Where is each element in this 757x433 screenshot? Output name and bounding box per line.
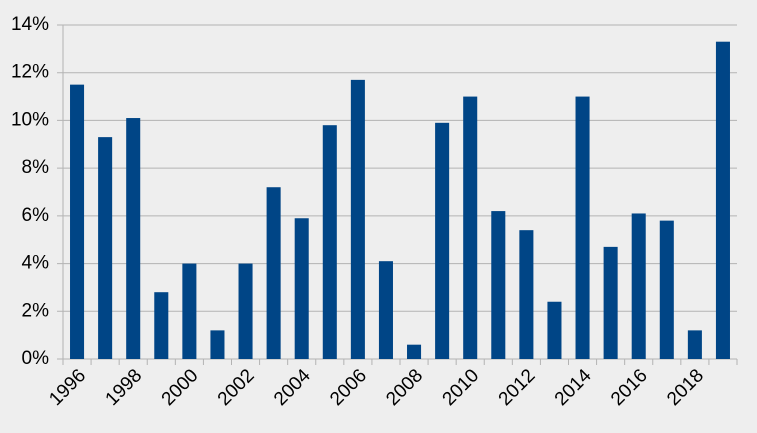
y-tick-label: 4% xyxy=(22,253,50,274)
bar xyxy=(435,122,450,359)
bar xyxy=(603,246,618,359)
bar xyxy=(519,230,534,359)
bar xyxy=(715,41,730,359)
bar xyxy=(238,263,253,359)
bar xyxy=(631,213,646,359)
y-tick-label: 2% xyxy=(22,300,50,321)
y-tick-label: 12% xyxy=(11,62,49,83)
bar xyxy=(70,84,85,360)
bar xyxy=(210,330,225,359)
bar xyxy=(687,330,702,359)
y-tick-label: 14% xyxy=(11,14,49,35)
bar xyxy=(463,96,478,360)
bar xyxy=(350,79,365,359)
bar xyxy=(491,211,506,359)
bar xyxy=(407,344,422,359)
bar xyxy=(659,220,674,359)
y-tick-label: 8% xyxy=(22,157,50,178)
bar xyxy=(98,137,113,359)
y-tick-label: 10% xyxy=(11,109,49,130)
bar xyxy=(154,292,169,359)
bar xyxy=(126,118,141,360)
bar xyxy=(182,263,197,359)
y-tick-label: 0% xyxy=(22,348,50,369)
bar xyxy=(294,218,309,359)
bar xyxy=(322,125,337,359)
bar xyxy=(266,187,281,359)
bar xyxy=(547,301,562,359)
y-tick-label: 6% xyxy=(22,205,50,226)
bar xyxy=(378,261,393,359)
bar xyxy=(575,96,590,360)
